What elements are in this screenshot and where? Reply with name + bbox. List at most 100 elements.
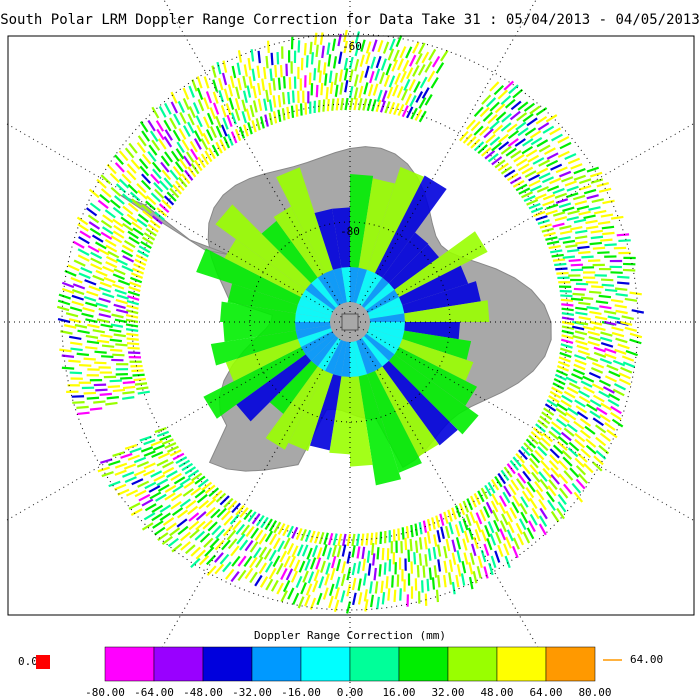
data-track — [602, 386, 615, 394]
data-track — [440, 49, 449, 62]
data-track — [343, 57, 349, 71]
data-track — [548, 459, 559, 471]
data-track — [248, 76, 253, 89]
data-track — [561, 176, 574, 183]
data-track — [515, 452, 525, 464]
data-track — [540, 460, 551, 471]
data-track — [348, 69, 354, 82]
data-track — [173, 476, 186, 485]
data-track — [178, 158, 188, 170]
data-track — [592, 461, 603, 472]
data-track — [223, 515, 234, 526]
data-track — [154, 188, 165, 199]
data-track — [117, 488, 130, 496]
data-track — [555, 407, 567, 417]
data-track — [122, 205, 134, 215]
data-track — [624, 326, 638, 332]
data-track — [128, 286, 141, 293]
data-track — [142, 210, 154, 220]
data-track — [243, 124, 249, 137]
data-track — [480, 529, 488, 542]
data-track — [491, 156, 503, 166]
data-track — [243, 555, 253, 568]
data-track — [234, 128, 242, 142]
data-track — [282, 524, 290, 537]
data-track — [539, 507, 548, 520]
data-track — [85, 334, 99, 339]
data-track — [223, 88, 230, 101]
data-track — [143, 512, 156, 521]
data-track — [200, 153, 210, 166]
data-track — [591, 285, 604, 289]
data-track — [195, 511, 207, 521]
data-track — [99, 193, 111, 204]
data-track — [585, 444, 597, 455]
data-track — [445, 538, 451, 552]
data-track — [503, 543, 510, 556]
data-track — [484, 484, 493, 497]
data-track — [479, 125, 490, 137]
data-track — [490, 555, 497, 569]
data-track — [548, 244, 561, 250]
data-track — [523, 102, 536, 112]
data-track — [443, 545, 448, 559]
data-track — [157, 483, 170, 492]
data-track — [109, 328, 122, 333]
data-track — [484, 524, 491, 538]
data-track — [559, 347, 573, 354]
data-track — [561, 307, 574, 312]
data-track — [301, 544, 309, 557]
data-track — [498, 502, 507, 514]
data-track — [124, 444, 138, 450]
data-track — [249, 541, 259, 553]
data-track — [171, 543, 183, 553]
data-track — [557, 441, 568, 452]
data-track — [327, 532, 334, 546]
data-track — [381, 591, 386, 605]
title: South Polar LRM Doppler Range Correction… — [0, 12, 700, 28]
data-track — [129, 447, 142, 454]
data-track — [363, 82, 369, 95]
data-track — [210, 508, 221, 519]
data-track — [575, 478, 586, 490]
data-track — [357, 592, 363, 605]
data-track — [456, 550, 462, 563]
data-track — [57, 299, 71, 306]
data-track — [286, 106, 290, 120]
data-track — [144, 503, 157, 512]
data-track — [582, 375, 595, 383]
data-track — [268, 82, 273, 96]
data-track — [159, 434, 172, 442]
data-track — [445, 525, 451, 539]
data-track — [506, 529, 514, 542]
data-track — [353, 87, 359, 100]
data-track — [614, 287, 628, 291]
data-track — [198, 555, 210, 566]
data-track — [101, 355, 114, 359]
data-track — [520, 445, 531, 457]
data-track — [143, 232, 156, 241]
data-track — [383, 562, 387, 575]
data-track — [589, 290, 602, 294]
data-track — [100, 219, 113, 229]
colorbar-swatch — [300, 646, 351, 682]
data-wedge — [276, 167, 334, 273]
overflow-label: 64.00 — [630, 653, 663, 666]
data-wedge — [297, 328, 333, 347]
data-wedge — [361, 336, 389, 367]
colorbar-tick-label: 16.00 — [382, 686, 415, 699]
data-track — [560, 431, 572, 442]
data-track — [466, 119, 476, 130]
data-track — [551, 386, 563, 395]
colorbar-swatch — [447, 646, 498, 682]
data-track — [483, 128, 494, 139]
data-track — [571, 482, 582, 494]
data-track — [127, 230, 139, 240]
data-track — [500, 95, 512, 106]
data-track — [431, 55, 441, 68]
data-track — [219, 139, 227, 151]
data-track — [206, 565, 217, 576]
data-track — [568, 382, 581, 390]
data-track — [277, 540, 285, 553]
data-track — [463, 552, 469, 565]
